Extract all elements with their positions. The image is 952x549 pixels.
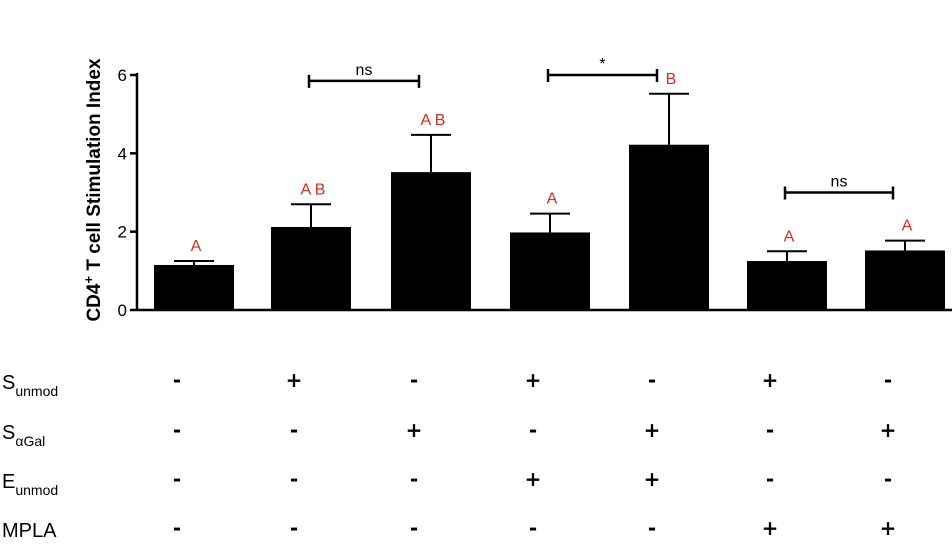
- bar: [510, 232, 590, 310]
- bar: [629, 144, 709, 310]
- significance-label: A: [191, 238, 202, 255]
- condition-mark: +: [762, 516, 779, 540]
- bar: [747, 261, 827, 310]
- condition-mark: -: [529, 418, 537, 442]
- significance-label: A B: [421, 112, 446, 129]
- y-tick-label: 0: [118, 301, 127, 320]
- condition-mark: -: [290, 418, 298, 442]
- condition-label: Sunmod: [2, 372, 58, 399]
- bars: A A B A B A B A A: [154, 71, 945, 310]
- condition-mark: -: [410, 368, 418, 392]
- bracket-label: ns: [356, 62, 373, 79]
- condition-mark: -: [884, 467, 892, 491]
- significance-label: A B: [301, 181, 326, 198]
- significance-label: A: [784, 228, 795, 245]
- condition-table: Sunmod - + - + - + - SαGal - - + - + - + Eunmod - - - + + - - MP…: [2, 368, 896, 542]
- condition-mark: -: [173, 516, 181, 540]
- condition-mark: -: [884, 368, 892, 392]
- bar: [865, 250, 945, 310]
- condition-mark: +: [880, 418, 897, 442]
- condition-mark: +: [525, 368, 542, 392]
- significance-label: A: [547, 191, 558, 208]
- condition-mark: -: [648, 368, 656, 392]
- significance-label: A: [902, 218, 913, 235]
- condition-mark: +: [880, 516, 897, 540]
- bar: [154, 264, 234, 310]
- comparison-brackets: ns * ns: [307, 56, 895, 200]
- condition-mark: -: [648, 516, 656, 540]
- bracket-label: ns: [831, 174, 848, 191]
- condition-mark: +: [644, 418, 661, 442]
- condition-label: Eunmod: [2, 471, 58, 498]
- condition-mark: +: [762, 368, 779, 392]
- y-tick-label: 2: [118, 223, 127, 242]
- condition-mark: -: [173, 467, 181, 491]
- y-tick-label: 6: [118, 66, 127, 85]
- condition-mark: -: [173, 368, 181, 392]
- condition-mark: +: [525, 467, 542, 491]
- condition-mark: -: [290, 467, 298, 491]
- condition-mark: -: [410, 467, 418, 491]
- condition-mark: -: [173, 418, 181, 442]
- condition-mark: -: [529, 516, 537, 540]
- condition-label: SαGal: [2, 422, 45, 449]
- condition-mark: +: [286, 368, 303, 392]
- condition-mark: -: [410, 516, 418, 540]
- condition-mark: +: [406, 418, 423, 442]
- significance-label: B: [666, 71, 677, 88]
- condition-mark: -: [290, 516, 298, 540]
- condition-mark: +: [644, 467, 661, 491]
- condition-mark: -: [766, 418, 774, 442]
- condition-label: MPLA: [2, 520, 57, 542]
- bracket-label: *: [599, 56, 605, 73]
- bar: [391, 172, 471, 310]
- bar: [271, 226, 351, 310]
- y-axis-label: CD4+ T cell Stimulation Index: [81, 58, 106, 322]
- condition-mark: -: [766, 467, 774, 491]
- y-tick-label: 4: [118, 144, 127, 163]
